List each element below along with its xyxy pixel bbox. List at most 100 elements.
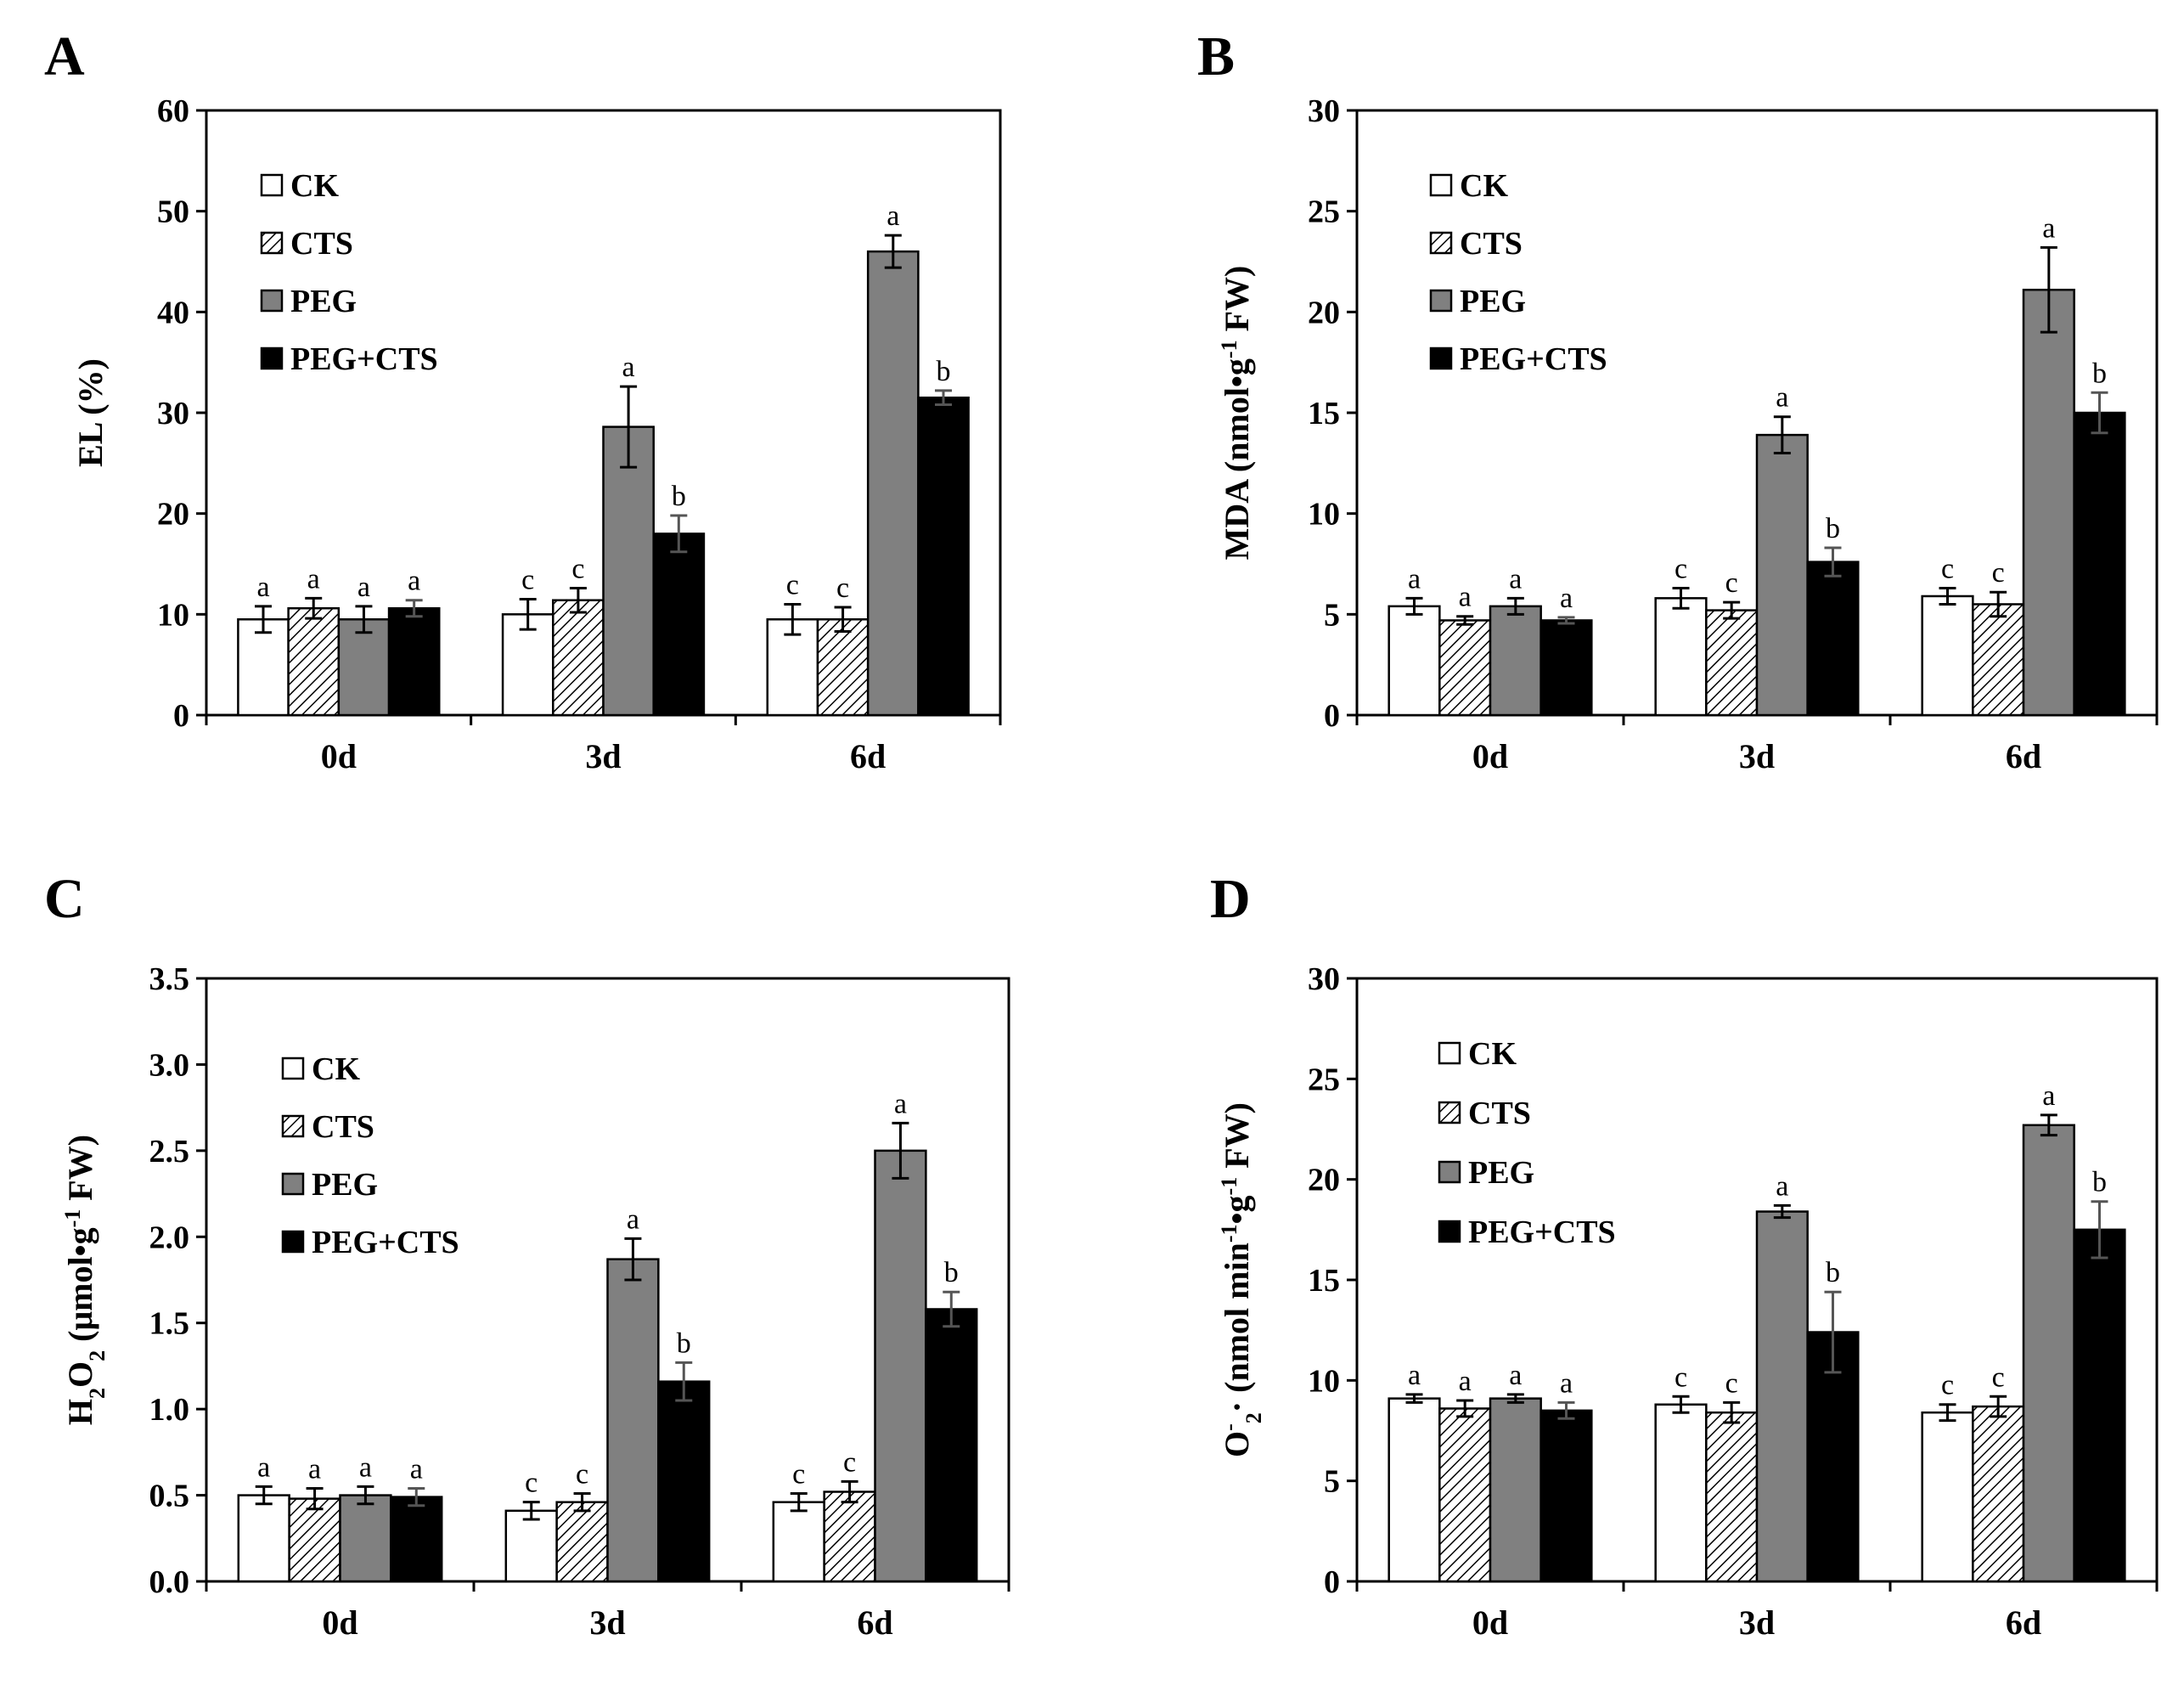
legend-label: CK xyxy=(1468,1036,1517,1072)
bar-cts xyxy=(1972,603,2025,717)
legend-label: PEG xyxy=(1468,1155,1534,1191)
significance-letter: b xyxy=(944,1257,959,1288)
significance-letter: c xyxy=(571,553,584,584)
y-tick-label: 5 xyxy=(1324,1464,1340,1500)
significance-letter: c xyxy=(786,569,799,600)
legend-swatch xyxy=(1429,173,1453,197)
legend-swatch xyxy=(1438,1041,1461,1065)
bar-peg-cts xyxy=(917,396,970,717)
panel-letter: C xyxy=(44,868,85,930)
legend-label: CTS xyxy=(1460,226,1523,262)
y-tick-label: 3.5 xyxy=(149,961,190,997)
y-tick-label: 25 xyxy=(1308,194,1340,230)
significance-letter: a xyxy=(1459,582,1472,613)
bar-cts xyxy=(816,618,870,717)
legend-label: PEG xyxy=(312,1167,378,1203)
y-tick-label: 30 xyxy=(1308,961,1340,997)
bar-cts xyxy=(1972,1405,2025,1583)
y-tick-label: 15 xyxy=(1308,1263,1340,1299)
bar-ck xyxy=(1654,597,1708,717)
significance-letter: c xyxy=(525,1468,538,1499)
legend-swatch xyxy=(1429,347,1453,370)
bar-ck xyxy=(1654,1403,1708,1583)
bar-cts xyxy=(288,1497,341,1583)
y-axis-label: EL (%) xyxy=(71,358,110,467)
bar-cts xyxy=(823,1491,876,1583)
bar-peg-cts xyxy=(657,1380,711,1583)
y-tick-label: 30 xyxy=(1308,93,1340,129)
bar-peg-cts xyxy=(2073,411,2126,717)
legend-swatch xyxy=(260,173,284,197)
significance-letter: a xyxy=(307,563,320,595)
significance-letter: c xyxy=(843,1446,856,1478)
significance-letter: a xyxy=(1459,1366,1472,1397)
legend-swatch xyxy=(281,1230,305,1254)
significance-letter: c xyxy=(1725,1367,1738,1399)
x-tick-label: 3d xyxy=(585,737,621,775)
y-axis-label: MDA (nmol•g-1 FW) xyxy=(1217,266,1257,561)
x-tick-label: 6d xyxy=(2006,1603,2041,1642)
bar-peg xyxy=(1755,1210,1809,1583)
significance-letter: a xyxy=(359,1451,372,1483)
bar-peg xyxy=(2022,288,2075,717)
x-tick-label: 0d xyxy=(1472,737,1508,775)
bar-peg-cts xyxy=(390,1496,443,1583)
legend-swatch xyxy=(260,289,284,313)
y-tick-label: 2.0 xyxy=(149,1220,190,1255)
significance-letter: a xyxy=(410,1453,423,1485)
chart-panel-d: D 0 5 10 15 20 25 30 O-2· (nmol min-1•g-1 FW) 0d a… xyxy=(1210,868,2159,1642)
bar-ck xyxy=(1921,1411,1974,1583)
bar-cts xyxy=(1438,619,1492,717)
significance-letter: a xyxy=(1509,563,1522,595)
y-tick-label: 5 xyxy=(1324,597,1340,633)
bar-ck xyxy=(237,1494,290,1583)
chart-panel-a: A 0 10 20 30 40 50 60 EL (%) 0d a a a a 3d c c a b 6d c c a b CK… xyxy=(44,25,1002,775)
significance-letter: b xyxy=(1826,1257,1840,1288)
legend-label: PEG xyxy=(1460,284,1526,319)
legend-swatch xyxy=(281,1057,305,1080)
significance-letter: c xyxy=(1992,1361,2005,1393)
bar-ck xyxy=(237,618,290,717)
significance-letter: a xyxy=(256,572,269,603)
y-tick-label: 1.0 xyxy=(149,1392,190,1428)
bar-ck xyxy=(1388,605,1441,717)
bar-peg-cts xyxy=(925,1308,978,1583)
y-tick-label: 15 xyxy=(1308,396,1340,431)
x-tick-label: 3d xyxy=(1739,1603,1775,1642)
legend-label: CTS xyxy=(290,226,353,262)
panel-letter: D xyxy=(1210,868,1251,930)
bar-ck xyxy=(504,1509,558,1583)
y-tick-label: 10 xyxy=(1308,497,1340,533)
x-tick-label: 3d xyxy=(1739,737,1775,775)
bar-peg xyxy=(1489,1397,1542,1583)
legend-swatch xyxy=(1429,289,1453,313)
x-tick-label: 0d xyxy=(321,737,357,775)
significance-letter: c xyxy=(836,572,849,604)
bar-peg-cts xyxy=(1539,1409,1593,1583)
significance-letter: c xyxy=(1675,1361,1687,1393)
legend-swatch xyxy=(281,1114,305,1138)
significance-letter: c xyxy=(1725,567,1738,599)
panel-letter: A xyxy=(44,25,85,87)
significance-letter: a xyxy=(622,352,635,383)
legend-label: PEG+CTS xyxy=(1468,1214,1616,1250)
legend-label: PEG+CTS xyxy=(1460,341,1607,377)
legend-swatch xyxy=(1438,1101,1461,1124)
y-tick-label: 20 xyxy=(157,497,189,533)
y-tick-label: 0.5 xyxy=(149,1479,190,1514)
significance-letter: a xyxy=(2042,1080,2055,1112)
significance-letter: b xyxy=(2092,1167,2107,1198)
significance-letter: c xyxy=(1941,1370,1954,1401)
y-tick-label: 0.0 xyxy=(149,1564,190,1600)
x-tick-label: 6d xyxy=(850,737,886,775)
bar-cts xyxy=(1705,609,1759,717)
legend-swatch xyxy=(1438,1160,1461,1184)
significance-letter: a xyxy=(257,1451,270,1483)
significance-letter: a xyxy=(2042,212,2055,244)
significance-letter: c xyxy=(792,1459,805,1491)
y-tick-label: 0 xyxy=(1324,698,1340,734)
bar-cts xyxy=(1705,1411,1759,1583)
bar-peg xyxy=(602,425,655,717)
bar-peg-cts xyxy=(1539,619,1593,717)
